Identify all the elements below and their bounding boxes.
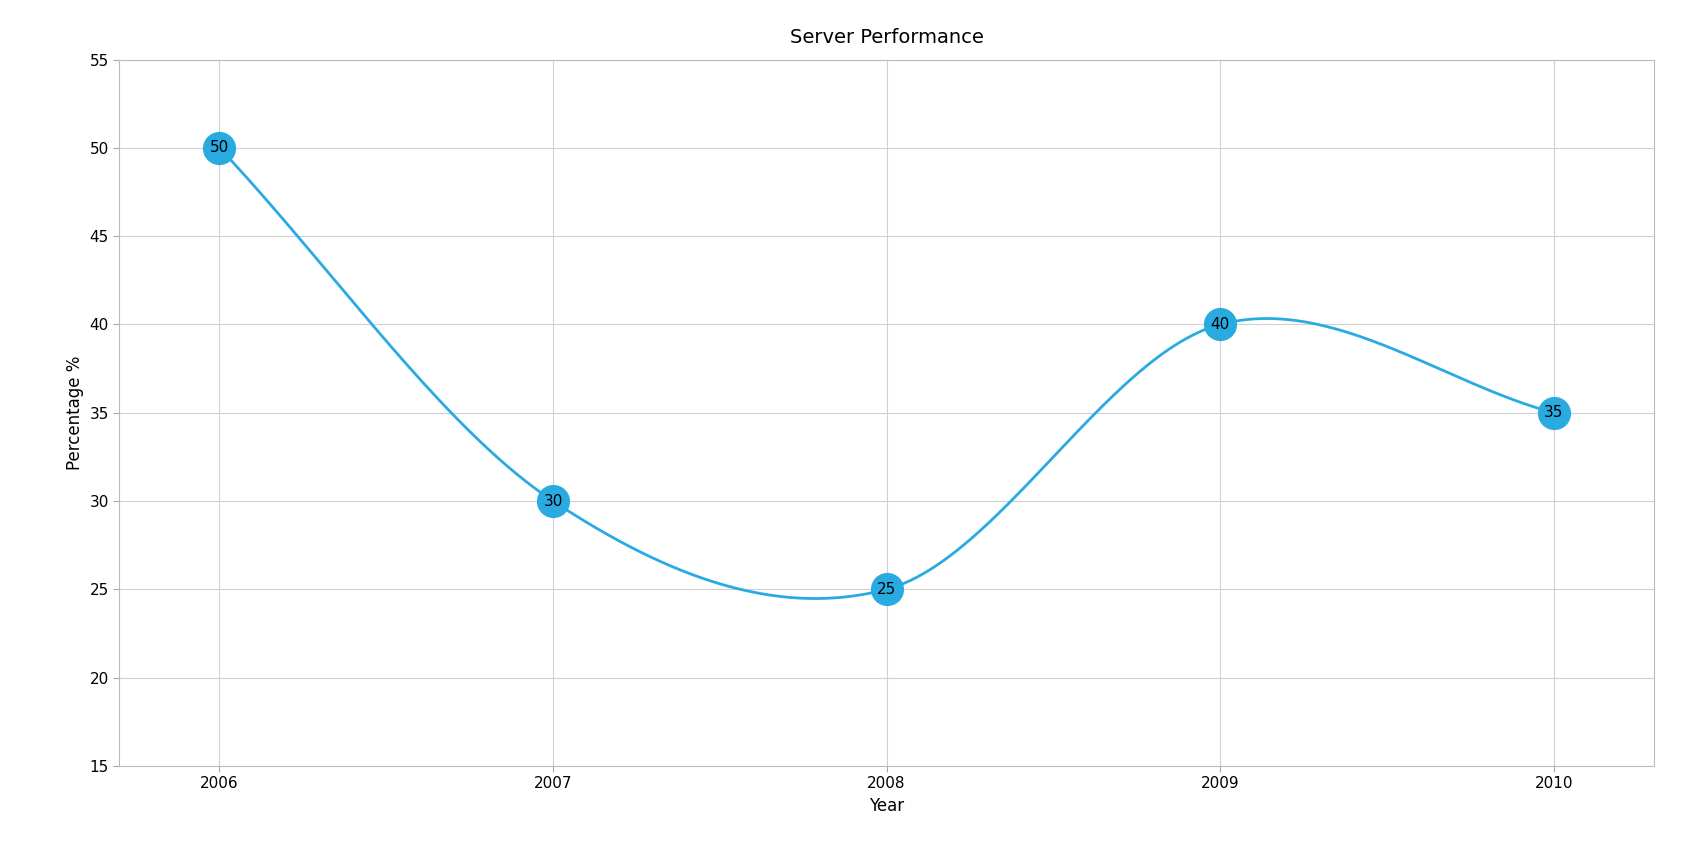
X-axis label: Year: Year [870,797,904,815]
Text: 50: 50 [210,140,228,156]
Y-axis label: Percentage %: Percentage % [66,356,84,470]
Point [539,494,566,508]
Point [1540,406,1567,420]
Text: 40: 40 [1211,317,1229,332]
Point [873,582,900,596]
Text: 25: 25 [876,582,897,597]
Title: Server Performance: Server Performance [789,28,984,47]
Point [1207,317,1234,331]
Text: 35: 35 [1545,405,1563,420]
Point [206,141,234,155]
Text: 30: 30 [544,494,563,509]
